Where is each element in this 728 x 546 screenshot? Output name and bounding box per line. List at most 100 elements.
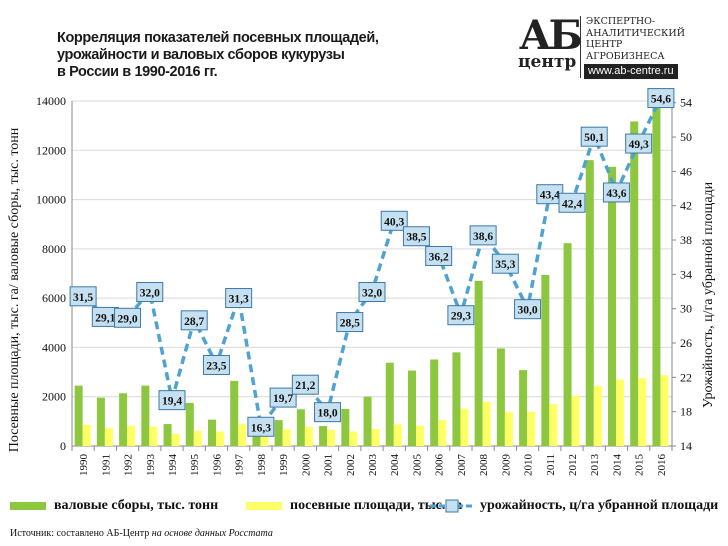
yield-label-box — [469, 225, 497, 246]
legend-label: урожайность, ц/га убранной площади — [480, 498, 719, 513]
yield-data-label: 29,1 — [95, 312, 115, 324]
x-tick-label: 2010 — [523, 454, 535, 477]
logo-line: ЦЕНТР — [586, 39, 623, 50]
yield-label-box — [358, 282, 386, 303]
source-italic: на основе данных Росстата — [149, 528, 273, 539]
yield-data-label: 21,2 — [295, 380, 315, 392]
y2-tick-label: 18 — [680, 405, 692, 419]
title-line: в России в 1990-2016 гг. — [57, 64, 218, 80]
y-tick-label: 6000 — [42, 291, 66, 305]
logo-line: АНАЛИТИЧЕСКИЙ — [586, 27, 685, 39]
bar-area-1990 — [82, 424, 91, 446]
title-line: Корреляция показателей посевных площадей… — [57, 30, 379, 46]
yield-data-label: 19,4 — [162, 396, 182, 408]
title-line: урожайности и валовых сборов кукурузы — [57, 47, 345, 63]
yield-data-label: 32,0 — [362, 288, 382, 300]
yield-label-box — [114, 307, 142, 328]
bar-area-2015 — [638, 378, 647, 446]
x-tick-label: 2002 — [345, 454, 357, 476]
bar-harvest-1990 — [74, 385, 83, 446]
bar-area-1994 — [171, 433, 180, 446]
bar-area-2008 — [482, 401, 491, 446]
legend-swatch-yellow — [246, 502, 282, 510]
y2-tick-label: 34 — [680, 267, 692, 281]
yield-data-label: 29,3 — [451, 311, 471, 323]
y2-tick-label: 26 — [680, 336, 692, 350]
source-prefix: Источник: составлено АБ-Центр — [10, 528, 150, 539]
legend-item-area: посевные площади, тыс. га — [246, 498, 462, 514]
bar-harvest-2008 — [474, 280, 483, 446]
y2-tick-label: 42 — [680, 199, 692, 213]
x-tick-label: 2012 — [567, 454, 579, 476]
legend-label: посевные площади, тыс. га — [290, 498, 463, 513]
x-tick-label: 2009 — [500, 454, 512, 477]
logo-word: центр — [518, 52, 577, 72]
bar-harvest-2001 — [319, 426, 328, 446]
x-tick-label: 1997 — [234, 454, 246, 477]
yield-label-box — [291, 374, 319, 395]
y2-tick-label: 50 — [680, 130, 692, 144]
bar-harvest-1994 — [163, 424, 172, 446]
yield-label-box — [269, 387, 297, 408]
x-tick-label: 2013 — [589, 454, 601, 477]
bar-area-2014 — [616, 379, 624, 446]
bar-harvest-2007 — [452, 352, 461, 446]
yield-data-label: 43,6 — [606, 188, 626, 200]
x-tick-label: 2008 — [478, 454, 490, 477]
yield-data-label: 32,0 — [140, 288, 160, 300]
bar-harvest-2009 — [496, 348, 505, 446]
bar-harvest-2005 — [408, 370, 416, 446]
bar-harvest-2016 — [652, 103, 661, 446]
bar-area-2003 — [371, 428, 380, 446]
bar-harvest-1999 — [274, 420, 283, 446]
yield-data-label: 30,0 — [517, 305, 537, 317]
legend-label: валовые сборы, тыс. тонн — [54, 498, 219, 513]
y-tick-label: 14000 — [36, 94, 66, 108]
bar-harvest-2003 — [363, 396, 372, 446]
bar-harvest-1993 — [141, 385, 150, 446]
yield-data-label: 19,7 — [273, 393, 293, 405]
legend-item-harvest: валовые сборы, тыс. тонн — [10, 498, 218, 514]
bar-harvest-1996 — [208, 419, 216, 446]
bar-area-2006 — [438, 420, 447, 446]
bar-harvest-1991 — [96, 397, 105, 446]
bar-harvest-2002 — [341, 409, 350, 446]
bar-area-1999 — [282, 429, 291, 446]
x-tick-label: 1999 — [278, 454, 290, 477]
y-tick-label: 8000 — [42, 242, 66, 256]
x-tick-label: 2011 — [545, 454, 557, 476]
y2-tick-label: 38 — [680, 233, 692, 247]
combo-chart: 0 2000 4000 6000 8000 10000 12000 14000 14 18 22 26… — [7, 88, 716, 477]
x-tick-label: 2005 — [411, 454, 423, 477]
bar-harvest-2011 — [541, 274, 550, 446]
yield-data-label: 29,0 — [117, 313, 137, 325]
bar-area-1995 — [193, 430, 202, 446]
yield-label-box — [247, 416, 275, 437]
logo-line: ЭКСПЕРТНО- — [586, 16, 656, 27]
bar-area-1997 — [238, 423, 247, 446]
bar-area-2001 — [327, 429, 336, 446]
bar-area-2004 — [393, 424, 402, 446]
bar-harvest-2015 — [630, 121, 639, 446]
yield-data-label: 16,3 — [251, 422, 271, 434]
y-tick-label: 4000 — [42, 340, 66, 354]
yield-data-label: 43,4 — [540, 190, 560, 202]
x-tick-label: 2000 — [300, 454, 312, 477]
yield-label-box — [558, 192, 586, 213]
x-tick-label: 1998 — [256, 454, 268, 477]
bar-area-1996 — [216, 431, 224, 446]
y-tick-label: 12000 — [36, 143, 66, 157]
x-tick-label: 2016 — [656, 454, 668, 477]
x-tick-label: 1994 — [167, 454, 179, 477]
bar-area-2007 — [460, 408, 469, 446]
x-tick-label: 2001 — [323, 454, 335, 476]
yield-label-box — [136, 282, 164, 303]
y2-tick-label: 14 — [680, 439, 692, 453]
legend-line-marker — [430, 499, 474, 513]
yield-data-label: 35,3 — [495, 259, 515, 271]
x-tick-label: 2004 — [389, 454, 401, 477]
bar-area-2012 — [571, 395, 580, 446]
yield-data-label: 18,0 — [317, 408, 337, 420]
yield-label-box — [625, 133, 653, 154]
yield-label-box — [447, 305, 475, 326]
